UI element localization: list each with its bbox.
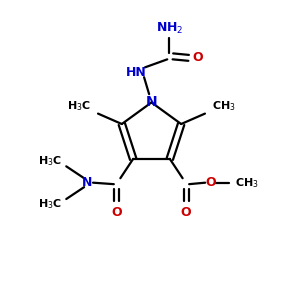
Text: NH$_2$: NH$_2$ bbox=[156, 21, 183, 36]
Text: HN: HN bbox=[126, 66, 147, 79]
Text: O: O bbox=[112, 206, 122, 219]
Text: CH$_3$: CH$_3$ bbox=[235, 176, 259, 190]
Text: O: O bbox=[181, 206, 191, 219]
Text: CH$_3$: CH$_3$ bbox=[212, 99, 236, 113]
Text: N: N bbox=[146, 95, 157, 110]
Text: N: N bbox=[82, 176, 92, 189]
Text: O: O bbox=[192, 51, 203, 64]
Text: H$_3$C: H$_3$C bbox=[38, 154, 62, 168]
Text: H$_3$C: H$_3$C bbox=[38, 197, 62, 211]
Text: O: O bbox=[205, 176, 216, 189]
Text: H$_3$C: H$_3$C bbox=[67, 99, 91, 113]
